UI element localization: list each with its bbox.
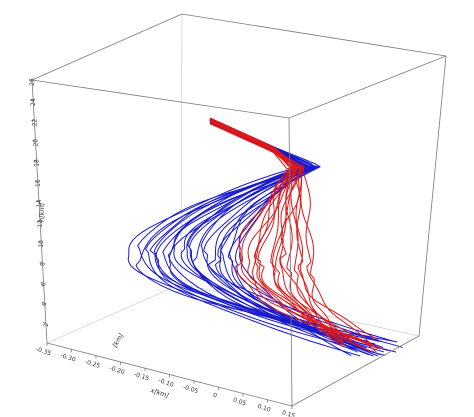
blue-trajectory <box>180 118 355 343</box>
box-edge <box>288 117 293 407</box>
box-edge <box>31 79 48 344</box>
x-tick-label: -0.35 <box>35 346 52 358</box>
blue-trajectory <box>210 122 374 357</box>
box-edge <box>180 13 183 285</box>
x-axis-ticks: -0.35 -0.30 -0.25 -0.20 -0.15 -0.10 -0.05 0 0.05… <box>35 343 296 417</box>
red-trajectory <box>210 120 372 345</box>
box-edge <box>46 342 293 407</box>
x-tick-label: -0.30 <box>59 352 76 364</box>
x-axis-label: x[km] <box>148 386 170 400</box>
red-trajectory <box>209 119 378 340</box>
box-front-edges <box>31 13 447 407</box>
blue-trajectory <box>209 119 358 353</box>
red-trajectory <box>209 121 345 346</box>
x-tick-label: 0.15 <box>281 409 296 417</box>
red-trajectory <box>209 120 347 340</box>
box-edge <box>31 79 290 119</box>
box-edge <box>288 55 447 119</box>
x-tick-label: -0.20 <box>108 365 125 377</box>
x-tick-label: 0.05 <box>232 397 247 408</box>
box-edge <box>31 13 183 81</box>
blue-trajectory <box>210 118 369 355</box>
x-tick-label: -0.10 <box>157 377 174 389</box>
depth-axis-label: [km] <box>111 331 126 349</box>
blue-trajectory <box>210 118 352 356</box>
trajectories <box>127 117 403 357</box>
red-trajectory <box>209 118 345 345</box>
box-edge <box>291 335 420 407</box>
x-tick-label: -0.05 <box>182 384 199 396</box>
red-trajectory <box>210 123 377 353</box>
red-trajectory <box>210 123 344 348</box>
x-tick-label: -0.15 <box>133 371 150 383</box>
x-tick-label: 0.10 <box>257 403 272 414</box>
box-edge <box>181 13 447 57</box>
box-edge <box>46 283 182 344</box>
h-axis-label: h[km] <box>38 202 46 222</box>
x-tick-label: 0 <box>212 392 218 400</box>
x-tick-label: -0.25 <box>84 358 101 370</box>
red-trajectory <box>210 123 357 340</box>
box-edge <box>418 55 447 337</box>
